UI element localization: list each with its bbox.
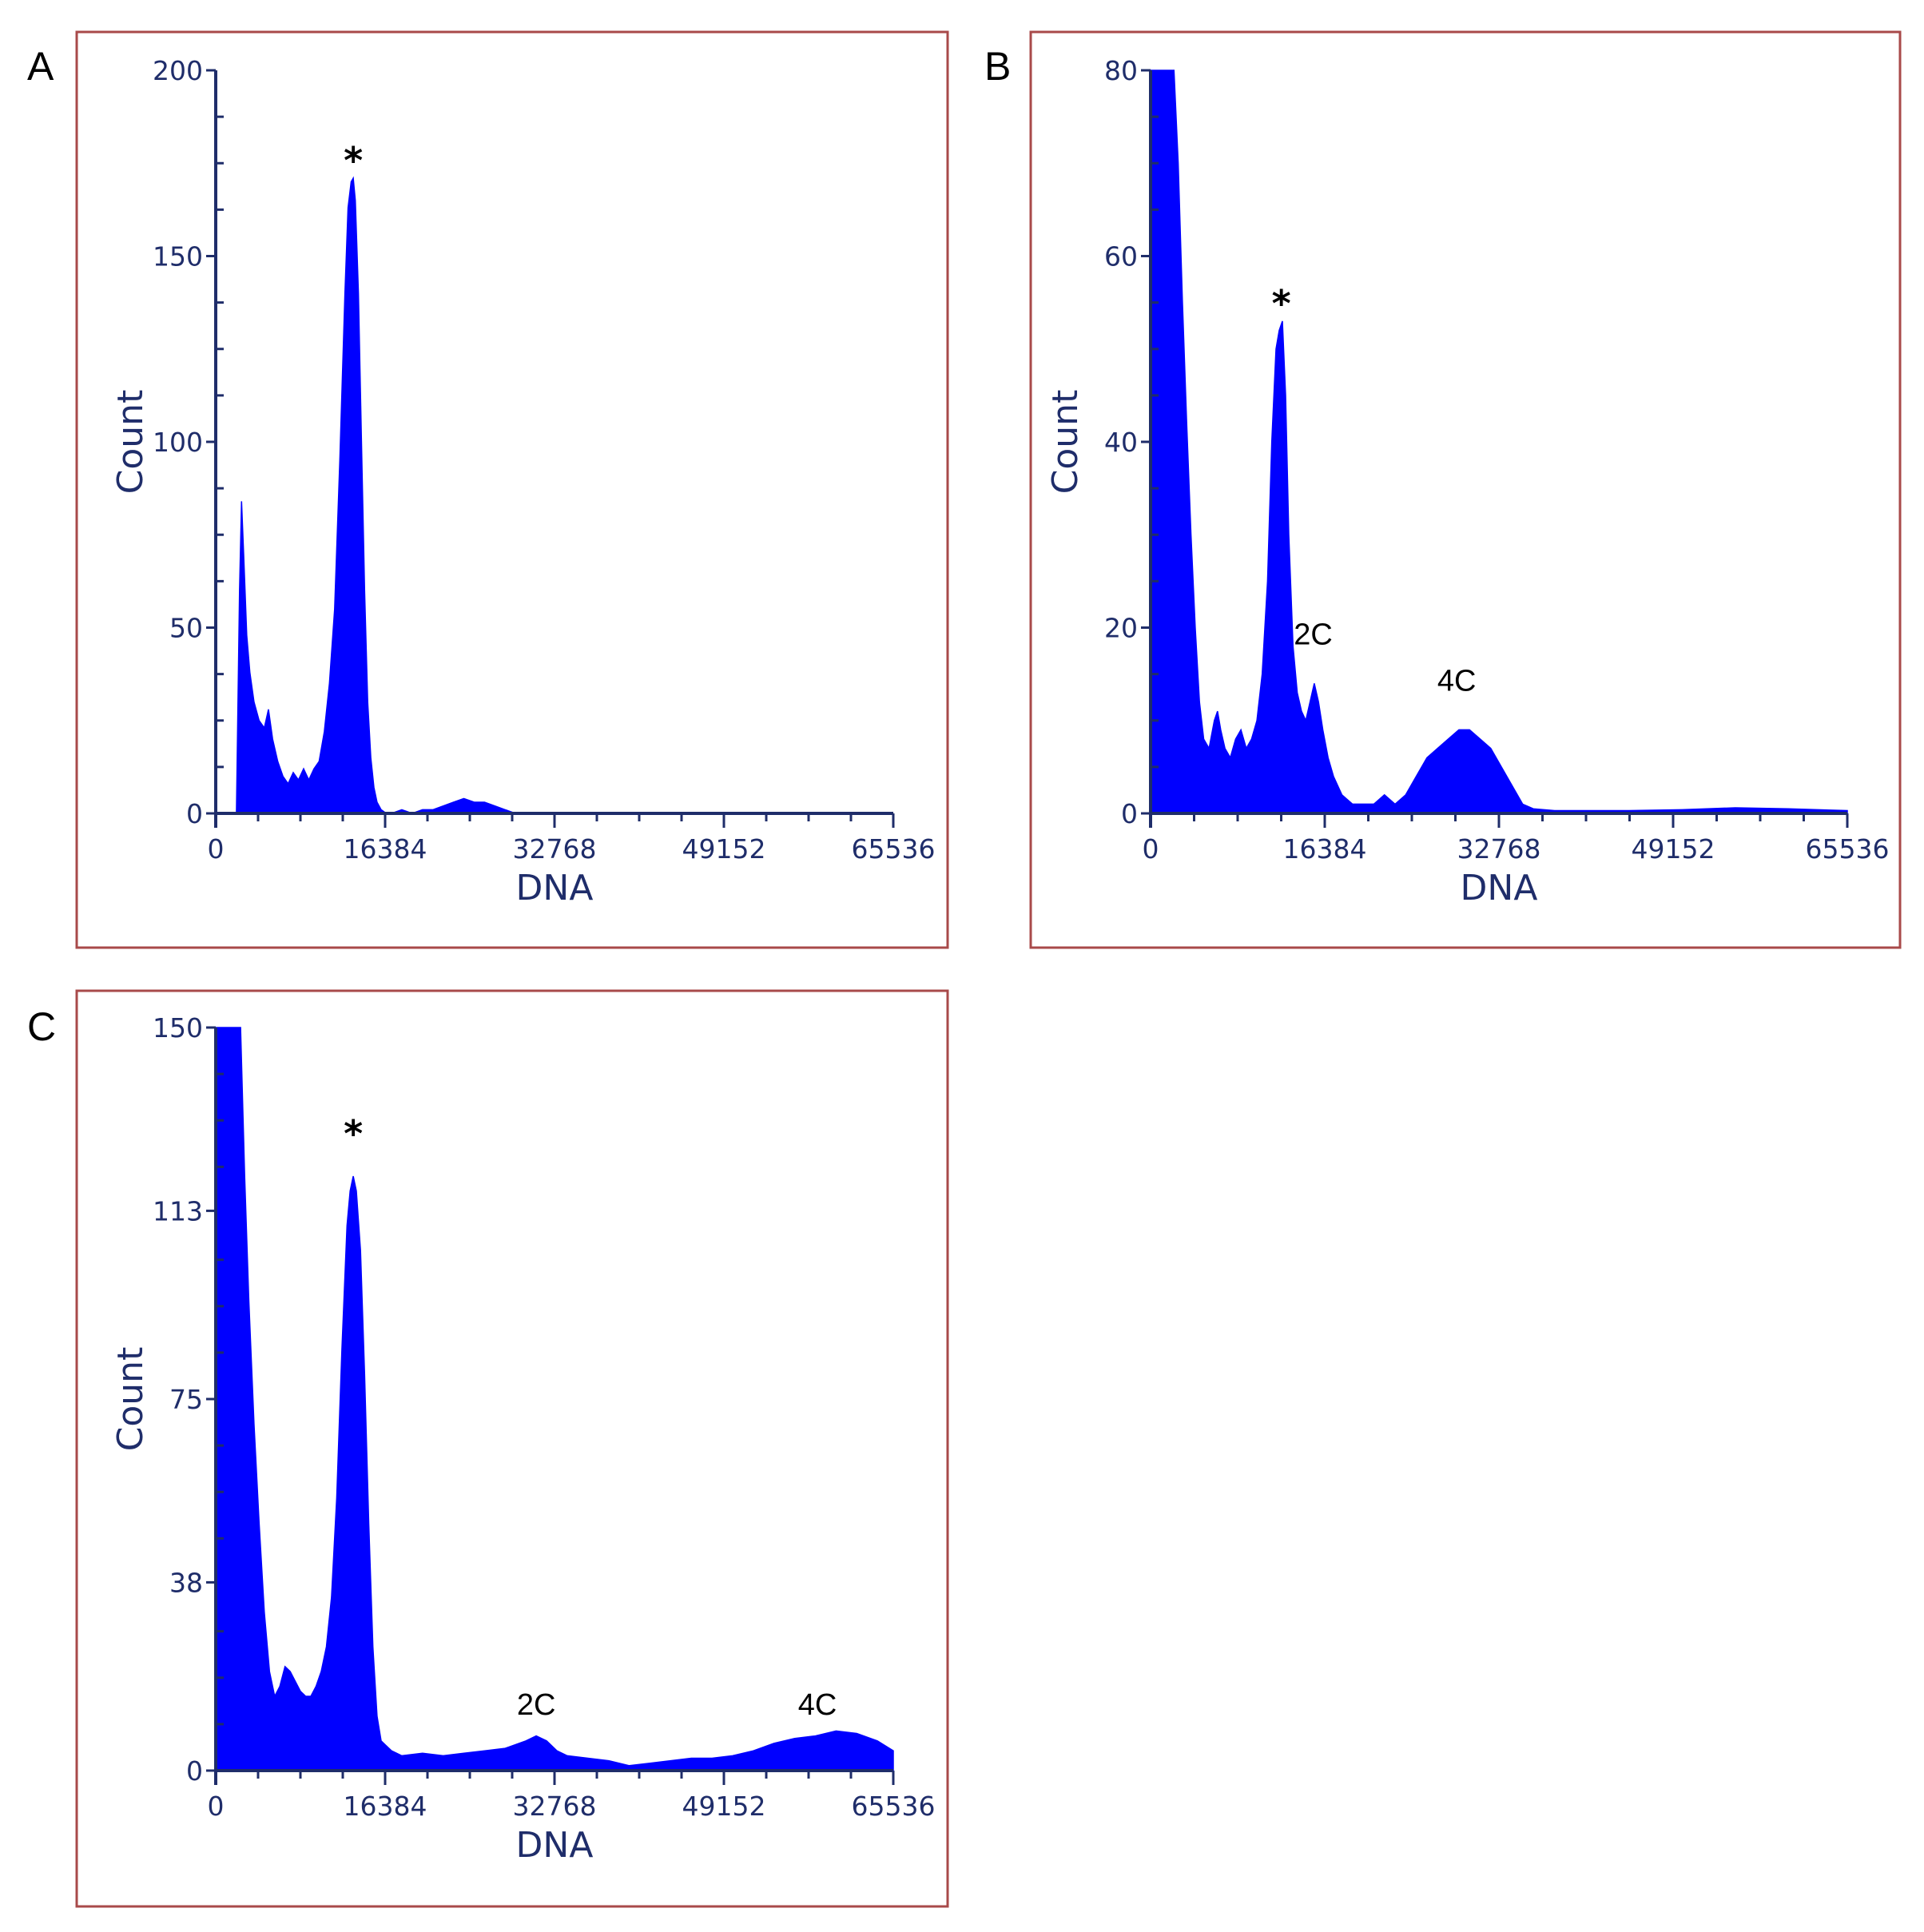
x-tick-label: 49152: [1632, 833, 1715, 865]
histogram-area-0: [1150, 70, 1848, 814]
y-tick-label: 0: [186, 1755, 203, 1787]
x-tick-label: 0: [208, 1791, 225, 1822]
x-tick-label: 16384: [1283, 833, 1367, 865]
panel-a: A 0 50 100 150 200 0 16384 32768 49152 65536 DNA Co…: [27, 30, 949, 949]
y-tick-label: 20: [1104, 613, 1138, 644]
panel-frame-b: [1029, 30, 1902, 949]
histogram-area-0: [215, 1027, 894, 1771]
y-tick-label: 38: [169, 1567, 203, 1598]
panel-label-a: A: [27, 44, 54, 89]
peak-annotation-2c: 2C: [517, 1688, 556, 1722]
x-tick-label: 49152: [682, 833, 766, 865]
x-axis-title: DNA: [1461, 868, 1538, 908]
y-tick-label: 50: [169, 613, 203, 644]
y-tick-label: 75: [169, 1384, 203, 1415]
x-tick-label: 49152: [682, 1791, 766, 1822]
peak-annotation-4c: 4C: [1437, 665, 1477, 698]
panel-b: B 0 20 40 60 80 0 16384 32768 49152 65536 DNA Count…: [984, 30, 1902, 949]
x-tick-label: 32768: [513, 833, 597, 865]
y-tick-label: 100: [153, 427, 203, 458]
peak-annotation-star: *: [344, 139, 363, 182]
panel-label-c: C: [27, 1004, 56, 1049]
panel-label-b: B: [984, 44, 1011, 89]
panel-frame-a: [75, 30, 949, 949]
y-tick-label: 150: [153, 1012, 203, 1044]
panel-frame-c: [75, 989, 949, 1908]
x-axis-title: DNA: [516, 868, 594, 908]
x-tick-label: 65536: [852, 833, 936, 865]
peak-annotation-star: *: [344, 1112, 363, 1155]
histogram-area-0: [236, 176, 893, 814]
x-tick-label: 16384: [344, 833, 427, 865]
x-tick-label: 32768: [1457, 833, 1541, 865]
x-tick-label: 16384: [344, 1791, 427, 1822]
y-tick-label: 40: [1104, 427, 1138, 458]
y-axis-title: Count: [110, 390, 151, 495]
peak-annotation-2c: 2C: [1294, 618, 1333, 651]
x-tick-label: 0: [1143, 833, 1159, 865]
peak-annotation-star: *: [1272, 282, 1291, 325]
y-tick-label: 150: [153, 241, 203, 272]
y-tick-label: 0: [186, 798, 203, 829]
y-tick-label: 80: [1104, 55, 1138, 86]
x-tick-label: 0: [208, 833, 225, 865]
y-axis-title: Count: [110, 1347, 151, 1452]
x-axis-title: DNA: [516, 1825, 594, 1866]
y-tick-label: 0: [1121, 798, 1138, 829]
y-tick-label: 200: [153, 55, 203, 86]
x-tick-label: 65536: [852, 1791, 936, 1822]
x-tick-label: 65536: [1806, 833, 1890, 865]
peak-annotation-4c: 4C: [798, 1688, 837, 1722]
panel-c: C 0 38 75 113 150 0 16384 32768 49152 65536 DNA Cou…: [27, 989, 949, 1908]
y-tick-label: 113: [153, 1195, 203, 1226]
y-tick-label: 60: [1104, 241, 1138, 272]
x-tick-label: 32768: [513, 1791, 597, 1822]
y-axis-title: Count: [1045, 390, 1086, 495]
